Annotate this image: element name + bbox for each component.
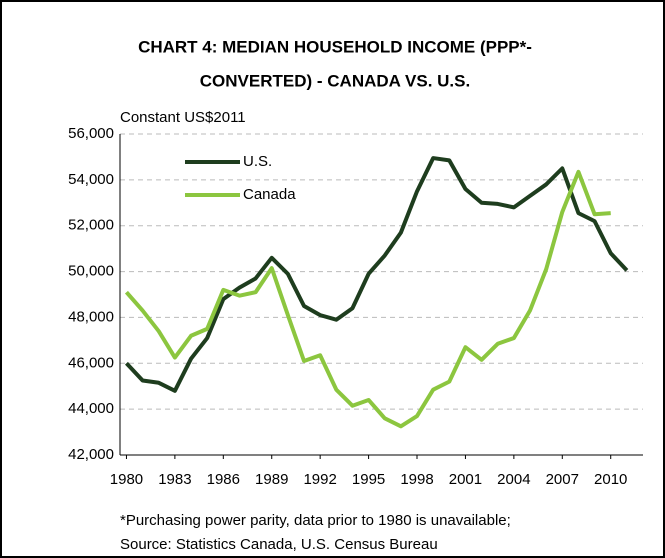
x-tick-label: 2001	[449, 471, 482, 488]
x-tick-label: 2010	[594, 471, 627, 488]
x-tick-label: 2007	[546, 471, 579, 488]
footnote: Source: Statistics Canada, U.S. Census B…	[120, 536, 438, 553]
y-tick-label: 52,000	[68, 217, 114, 234]
chart-title: CHART 4: MEDIAN HOUSEHOLD INCOME (PPP*-	[138, 37, 532, 56]
series-line	[124, 156, 629, 393]
series-line	[124, 169, 611, 429]
chart-title: CONVERTED) - CANADA VS. U.S.	[200, 71, 470, 90]
x-tick-label: 1989	[255, 471, 288, 488]
y-tick-label: 46,000	[68, 354, 114, 371]
x-tick-label: 1992	[303, 471, 336, 488]
legend-label: Canada	[243, 186, 296, 203]
y-tick-label: 42,000	[68, 446, 114, 463]
y-tick-label: 50,000	[68, 263, 114, 280]
y-axis-label: Constant US$2011	[120, 109, 246, 126]
y-tick-label: 44,000	[68, 400, 114, 417]
x-tick-label: 1998	[400, 471, 433, 488]
x-tick-label: 1980	[110, 471, 143, 488]
y-tick-label: 54,000	[68, 171, 114, 188]
x-tick-label: 1986	[207, 471, 240, 488]
x-tick-label: 2004	[497, 471, 530, 488]
legend-label: U.S.	[243, 153, 272, 170]
y-tick-label: 56,000	[68, 125, 114, 142]
footnote: *Purchasing power parity, data prior to …	[120, 512, 511, 529]
x-tick-label: 1983	[158, 471, 191, 488]
y-tick-label: 48,000	[68, 308, 114, 325]
x-tick-label: 1995	[352, 471, 385, 488]
